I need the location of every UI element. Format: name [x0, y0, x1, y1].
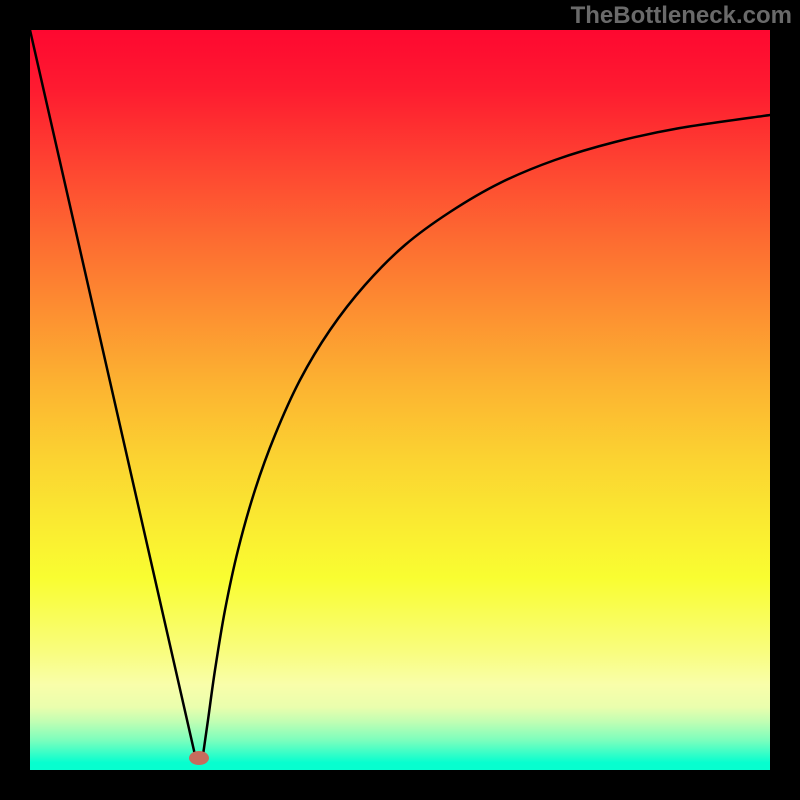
chart-container: TheBottleneck.com	[0, 0, 800, 800]
bottleneck-chart	[0, 0, 800, 800]
marker-dot	[189, 751, 209, 765]
plot-background	[30, 30, 770, 770]
watermark-text: TheBottleneck.com	[571, 2, 792, 30]
